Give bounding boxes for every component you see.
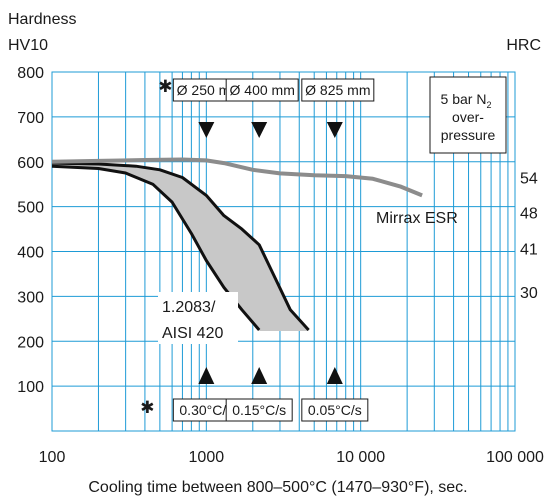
- x-tick-label: 100: [39, 449, 66, 466]
- grid-lines: [51, 71, 516, 432]
- plot-frame: [51, 71, 516, 432]
- y-tick-label: 100: [17, 379, 44, 396]
- x-axis-title: Cooling time between 800–500°C (1470–930…: [88, 479, 467, 496]
- pressure-line1-text: 5 bar N: [441, 91, 487, 107]
- y-tick-label-bg: [0, 240, 48, 263]
- aisi420-upper-line: [51, 161, 310, 332]
- x-tick-label: 1000: [189, 449, 225, 466]
- rate-box: [301, 398, 369, 422]
- aisi420-band-fill: [52, 163, 309, 330]
- pressure-box: [429, 76, 507, 154]
- pressure-line2: over-: [452, 109, 484, 125]
- x-tick-label: 100 000: [486, 449, 544, 466]
- arrow-up-marker: [326, 367, 343, 384]
- series-label-aisi420: 1.2083/ AISI 420: [158, 292, 238, 344]
- y-tick-label: 300: [17, 289, 44, 306]
- y-tick-label-bg: [0, 61, 48, 83]
- arrow-down-marker: [326, 122, 343, 138]
- y-axis-title-line1: Hardness: [8, 11, 76, 28]
- y-tick-label-bg: [0, 285, 48, 308]
- y-tick-label-bg: [0, 150, 48, 173]
- diameter-label: Ø 825 mm: [305, 82, 370, 98]
- star-marker: ✱: [140, 398, 154, 417]
- y-tick-label: 700: [17, 110, 44, 127]
- arrow-up-marker: [251, 367, 268, 384]
- y-tick-label: 800: [17, 65, 44, 82]
- aisi420-band: [52, 163, 309, 332]
- rate-label: 0.30°C/s: [179, 402, 233, 418]
- y-tick-label: 200: [17, 334, 44, 351]
- series-label-aisi420-line1: 1.2083/: [162, 299, 216, 316]
- rate-label: 0.05°C/s: [308, 402, 362, 418]
- series-label-mirrax: Mirrax ESR: [376, 210, 458, 227]
- y-tick-label-bg: [0, 330, 48, 353]
- series-label-aisi420-line2: AISI 420: [162, 325, 223, 342]
- rate-label: 0.15°C/s: [232, 402, 286, 418]
- star-marker: ✱: [158, 77, 172, 96]
- y-tick-label: 600: [17, 155, 44, 172]
- y-tick-label: 500: [17, 200, 44, 217]
- arrow-down-marker: [251, 122, 268, 138]
- right-tick-label-bg: [517, 166, 547, 189]
- diameter-box: [225, 78, 299, 102]
- right-tick-label: 30: [520, 285, 538, 302]
- y-tick-label-bg: [0, 375, 48, 398]
- annotations: Ø 250 mm ✱ Ø 400 mm Ø 825 mm 0.30°C/s ✱ 0.15°C…: [140, 76, 507, 422]
- arrow-up-marker: [198, 367, 215, 384]
- right-tick-label-bg: [517, 237, 547, 260]
- diameter-box: [301, 78, 375, 102]
- right-axis-title: HRC: [506, 37, 541, 54]
- pressure-line3: pressure: [441, 127, 496, 143]
- y-tick-label: 400: [17, 245, 44, 262]
- arrow-down-marker: [198, 122, 215, 138]
- y-tick-label-bg: [0, 195, 48, 218]
- right-tick-label: 54: [520, 170, 538, 187]
- diameter-label: Ø 400 mm: [230, 82, 295, 98]
- tick-labels: 100 200 300 400 500 600 700 800 30 41 48 54 100 1000 1…: [0, 61, 547, 466]
- mirrax-esr-line: [51, 157, 423, 198]
- x-tick-label: 10 000: [336, 449, 385, 466]
- pressure-subscript: 2: [486, 100, 491, 110]
- right-tick-label-bg: [517, 201, 547, 224]
- rate-box: [225, 398, 293, 422]
- y-axis-title-line2: HV10: [8, 37, 48, 54]
- right-tick-label: 48: [520, 205, 538, 222]
- diameter-label: Ø 250 mm: [177, 82, 242, 98]
- right-tick-label-bg: [517, 280, 547, 303]
- y-tick-label-bg: [0, 105, 48, 128]
- pressure-line1: 5 bar N2: [441, 91, 492, 110]
- right-tick-label: 41: [520, 241, 538, 258]
